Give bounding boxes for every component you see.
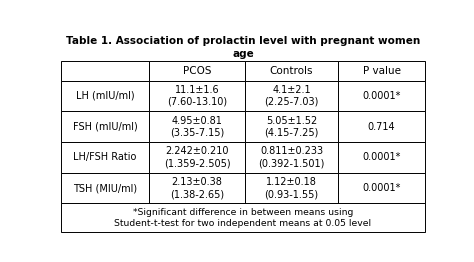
Bar [338, 61, 425, 80]
Text: 4.1±2.1
(2.25-7.03): 4.1±2.1 (2.25-7.03) [264, 85, 319, 107]
Bar [245, 142, 338, 173]
Bar [338, 173, 425, 203]
Bar [245, 111, 338, 142]
Bar [245, 80, 338, 111]
Bar [61, 61, 149, 80]
Bar [61, 203, 425, 232]
Bar [61, 173, 149, 203]
Text: 4.95±0.81
(3.35-7.15): 4.95±0.81 (3.35-7.15) [170, 116, 224, 138]
Text: 0.714: 0.714 [368, 122, 395, 132]
Text: 0.0001*: 0.0001* [363, 152, 401, 162]
Text: *Significant difference in between means using
Student-t-test for two independen: *Significant difference in between means… [114, 208, 372, 228]
Text: 2.13±0.38
(1.38-2.65): 2.13±0.38 (1.38-2.65) [170, 177, 224, 199]
Bar [149, 173, 245, 203]
Text: 11.1±1.6
(7.60-13.10): 11.1±1.6 (7.60-13.10) [167, 85, 227, 107]
Text: TSH (MIU/ml): TSH (MIU/ml) [73, 183, 137, 193]
Bar [149, 80, 245, 111]
Text: P value: P value [363, 66, 401, 76]
Text: Table 1. Association of prolactin level with pregnant women
age: Table 1. Association of prolactin level … [66, 36, 420, 59]
Text: PCOS: PCOS [183, 66, 211, 76]
Bar [245, 173, 338, 203]
Text: LH/FSH Ratio: LH/FSH Ratio [73, 152, 137, 162]
Bar [338, 80, 425, 111]
Bar [338, 142, 425, 173]
Text: 0.0001*: 0.0001* [363, 183, 401, 193]
Bar [149, 111, 245, 142]
Bar [61, 142, 149, 173]
Text: 0.0001*: 0.0001* [363, 91, 401, 101]
Text: 0.811±0.233
(0.392-1.501): 0.811±0.233 (0.392-1.501) [258, 146, 325, 168]
Text: Controls: Controls [270, 66, 313, 76]
Bar [149, 142, 245, 173]
Text: 2.242±0.210
(1.359-2.505): 2.242±0.210 (1.359-2.505) [164, 146, 230, 168]
Text: 5.05±1.52
(4.15-7.25): 5.05±1.52 (4.15-7.25) [264, 116, 319, 138]
Text: LH (mIU/ml): LH (mIU/ml) [76, 91, 135, 101]
Bar [338, 111, 425, 142]
Text: 1.12±0.18
(0.93-1.55): 1.12±0.18 (0.93-1.55) [264, 177, 319, 199]
Bar [61, 80, 149, 111]
Text: FSH (mIU/ml): FSH (mIU/ml) [73, 122, 137, 132]
Bar [61, 111, 149, 142]
Bar [149, 61, 245, 80]
Bar [245, 61, 338, 80]
